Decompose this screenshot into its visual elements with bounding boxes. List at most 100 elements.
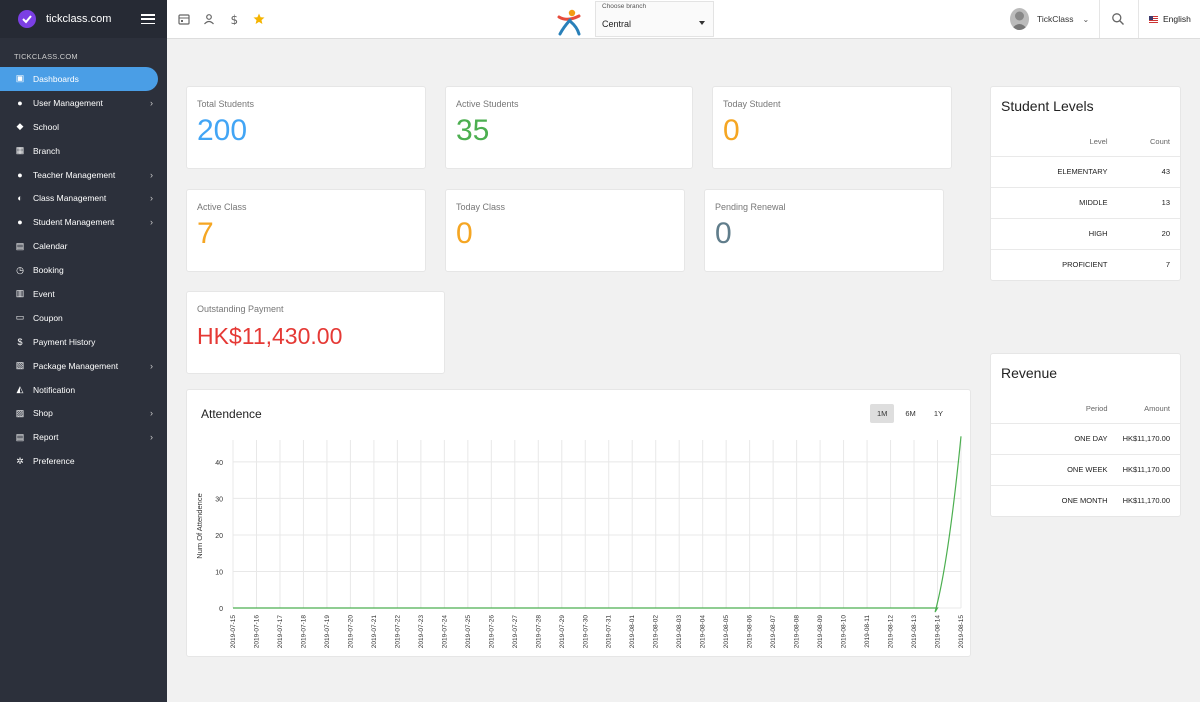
range-button-1y[interactable]: 1Y (933, 409, 943, 418)
branch-select[interactable]: Choose branch Central (595, 1, 714, 37)
sidebar-item-branch[interactable]: ▦ Branch (0, 139, 167, 163)
star-icon[interactable] (252, 12, 265, 25)
y-tick-label: 30 (215, 496, 223, 503)
x-tick-label: 2019-07-26 (488, 615, 495, 649)
stat-card-today-class: Today Class 0 (445, 189, 685, 272)
branch-label: Choose branch (602, 3, 647, 10)
x-tick-label: 2019-08-07 (770, 615, 777, 649)
stat-card-active-students: Active Students 35 (445, 86, 693, 169)
stat-label: Outstanding Payment (197, 304, 284, 314)
x-tick-label: 2019-08-02 (653, 615, 660, 649)
level-cell: MIDDLE (991, 186, 1120, 218)
x-tick-label: 2019-08-04 (700, 615, 707, 649)
sidebar-item-event[interactable]: ▥ Event (0, 282, 167, 306)
count-cell: 20 (1119, 217, 1180, 249)
stat-label: Today Class (456, 202, 506, 212)
period-cell: ONE MONTH (991, 484, 1120, 516)
x-tick-label: 2019-08-10 (841, 615, 848, 649)
x-tick-label: 2019-08-13 (911, 615, 918, 649)
count-cell: 43 (1119, 155, 1180, 187)
amount-cell: HK$11,170.00 (1119, 453, 1180, 485)
sidebar-item-user-management[interactable]: ● User Management › (0, 91, 167, 115)
user-menu[interactable]: TickClass ⌄ (1010, 8, 1089, 30)
search-icon[interactable] (1111, 12, 1125, 26)
stat-label: Total Students (197, 99, 255, 109)
sidebar-item-label: User Management (33, 97, 103, 108)
sidebar-item-shop[interactable]: ▨ Shop › (0, 401, 167, 425)
stat-card-total-students: Total Students 200 (186, 86, 426, 169)
period-cell: ONE DAY (991, 422, 1120, 454)
svg-text:$: $ (230, 13, 238, 25)
chart-title: Attendence (201, 407, 262, 421)
x-tick-label: 2019-07-30 (582, 615, 589, 649)
sidebar-item-report[interactable]: ▤ Report › (0, 425, 167, 449)
y-tick-label: 10 (215, 569, 223, 576)
gear-icon: ✲ (16, 455, 24, 466)
x-tick-label: 2019-07-29 (559, 615, 566, 649)
sidebar-item-school[interactable]: ◆ School (0, 115, 167, 139)
menu-toggle-icon[interactable] (141, 14, 155, 24)
x-tick-label: 2019-07-28 (535, 615, 542, 649)
stat-card-active-class: Active Class 7 (186, 189, 426, 272)
chevron-right-icon: › (150, 217, 153, 228)
x-tick-label: 2019-08-09 (817, 615, 824, 649)
user-name: TickClass (1037, 14, 1074, 24)
x-tick-label: 2019-07-22 (394, 615, 401, 649)
stat-value: 35 (456, 114, 490, 147)
sidebar-item-label: Class Management (33, 193, 107, 204)
sidebar-item-booking[interactable]: ◷ Booking (0, 258, 167, 282)
brand-name: tickclass.com (46, 13, 112, 25)
sidebar-item-dashboards[interactable]: ▣ Dashboards (0, 67, 158, 91)
stat-value: HK$11,430.00 (197, 323, 343, 349)
sidebar-item-package-management[interactable]: ▧ Package Management › (0, 354, 167, 378)
event-icon: ▥ (15, 288, 25, 299)
tickclass-logo-icon[interactable] (18, 10, 36, 28)
bell-icon: ◭ (16, 384, 24, 395)
class-icon: ◐ (17, 193, 23, 204)
column-header: Amount (1144, 403, 1170, 413)
language-selector[interactable]: English (1149, 14, 1191, 24)
revenue-card: Revenue Period Amount ONE DAY HK$11,170.0… (990, 353, 1181, 517)
x-tick-label: 2019-07-27 (512, 615, 519, 649)
sidebar-item-label: Dashboards (33, 73, 79, 84)
x-tick-label: 2019-08-12 (888, 615, 895, 649)
home-icon: ▣ (15, 73, 25, 84)
sidebar-section-title: TICKCLASS.COM (14, 52, 78, 61)
chevron-right-icon: › (150, 360, 153, 371)
column-header: Level (1089, 136, 1108, 146)
sidebar-item-coupon[interactable]: ▭ Coupon (0, 306, 167, 330)
sidebar-item-label: Payment History (33, 336, 96, 347)
sidebar-item-label: Branch (33, 145, 60, 156)
sidebar-item-class-management[interactable]: ◐ Class Management › (0, 186, 167, 210)
sidebar-item-notification[interactable]: ◭ Notification (0, 378, 167, 402)
revenue-title: Revenue (1001, 365, 1058, 381)
level-cell: PROFICIENT (991, 248, 1120, 280)
sidebar-item-teacher-management[interactable]: ● Teacher Management › (0, 163, 167, 187)
sidebar-item-label: Calendar (33, 241, 68, 252)
x-tick-label: 2019-07-21 (371, 615, 378, 649)
stat-value: 0 (456, 217, 473, 250)
calendar-icon[interactable] (177, 12, 190, 25)
dollar-icon[interactable]: $ (227, 12, 240, 25)
range-button-1m[interactable]: 1M (869, 404, 895, 423)
range-button-6m[interactable]: 6M (905, 409, 916, 418)
stat-label: Pending Renewal (715, 202, 786, 212)
sidebar-item-label: Notification (33, 384, 76, 395)
x-tick-label: 2019-07-17 (277, 615, 284, 649)
count-cell: 13 (1119, 186, 1180, 218)
sidebar-item-payment-history[interactable]: $ Payment History (0, 330, 167, 354)
sidebar-item-preference[interactable]: ✲ Preference (0, 449, 167, 473)
chevron-right-icon: › (150, 408, 153, 419)
column-header: Period (1085, 403, 1108, 413)
sidebar-item-label: School (33, 121, 59, 132)
calendar-icon: ▤ (15, 240, 25, 251)
x-tick-label: 2019-08-06 (747, 615, 754, 649)
user-icon[interactable] (202, 12, 215, 25)
x-tick-label: 2019-08-05 (723, 615, 730, 649)
stat-value: 0 (723, 114, 740, 147)
x-tick-label: 2019-07-16 (253, 615, 260, 649)
sidebar-item-calendar[interactable]: ▤ Calendar (0, 234, 167, 258)
sidebar-item-student-management[interactable]: ● Student Management › (0, 210, 167, 234)
top-bar: $ Choose branch Central TickClass ⌄ Engl… (167, 0, 1200, 39)
table-row: ELEMENTARY 43 (991, 155, 1180, 187)
